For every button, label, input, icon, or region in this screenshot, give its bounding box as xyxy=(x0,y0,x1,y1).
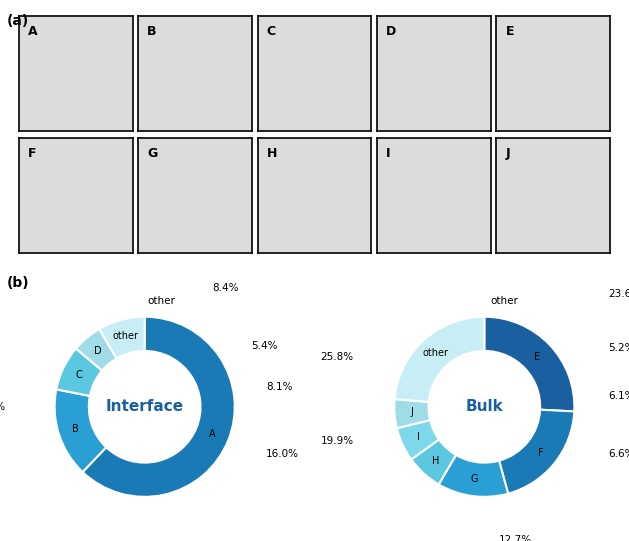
Text: F: F xyxy=(538,447,544,458)
Text: I: I xyxy=(416,432,420,443)
Text: Bulk: Bulk xyxy=(465,399,503,414)
Wedge shape xyxy=(57,348,102,396)
Text: other: other xyxy=(490,295,518,306)
Text: A: A xyxy=(28,25,38,38)
Wedge shape xyxy=(484,316,574,412)
Text: G: G xyxy=(471,474,479,484)
Text: J: J xyxy=(410,407,413,418)
Wedge shape xyxy=(55,390,106,472)
Text: 5.2%: 5.2% xyxy=(609,343,629,353)
Text: Interface: Interface xyxy=(106,399,184,414)
Text: 12.7%: 12.7% xyxy=(499,535,532,541)
Text: other: other xyxy=(422,348,448,358)
Text: H: H xyxy=(431,456,439,466)
Wedge shape xyxy=(499,410,574,493)
Text: F: F xyxy=(28,147,36,160)
Text: D: D xyxy=(386,25,396,38)
Text: 16.0%: 16.0% xyxy=(266,448,299,459)
Wedge shape xyxy=(394,316,484,402)
Wedge shape xyxy=(82,316,235,497)
Text: other: other xyxy=(147,295,175,306)
Wedge shape xyxy=(397,420,439,459)
Text: 25.8%: 25.8% xyxy=(321,352,353,362)
Wedge shape xyxy=(99,316,145,359)
Text: (a): (a) xyxy=(6,14,28,28)
Text: 6.1%: 6.1% xyxy=(609,391,629,401)
Text: 6.6%: 6.6% xyxy=(609,448,629,459)
Text: 62.1%: 62.1% xyxy=(0,402,5,412)
Text: D: D xyxy=(94,346,102,356)
Text: J: J xyxy=(506,147,510,160)
Text: A: A xyxy=(209,429,216,439)
Wedge shape xyxy=(438,455,508,497)
Text: I: I xyxy=(386,147,391,160)
Text: C: C xyxy=(267,25,276,38)
Text: 8.1%: 8.1% xyxy=(266,382,292,392)
Wedge shape xyxy=(76,329,116,371)
Text: G: G xyxy=(147,147,158,160)
Text: 23.6%: 23.6% xyxy=(609,289,629,299)
Text: other: other xyxy=(113,331,138,341)
Text: E: E xyxy=(506,25,514,38)
Text: (b): (b) xyxy=(6,276,29,290)
Text: 8.4%: 8.4% xyxy=(212,283,239,293)
Wedge shape xyxy=(394,399,430,428)
Text: B: B xyxy=(72,424,79,434)
Text: C: C xyxy=(75,370,82,380)
Text: 19.9%: 19.9% xyxy=(321,436,353,446)
Text: H: H xyxy=(267,147,277,160)
Text: 5.4%: 5.4% xyxy=(251,340,277,351)
Wedge shape xyxy=(411,439,456,484)
Text: B: B xyxy=(147,25,157,38)
Text: E: E xyxy=(534,352,540,361)
